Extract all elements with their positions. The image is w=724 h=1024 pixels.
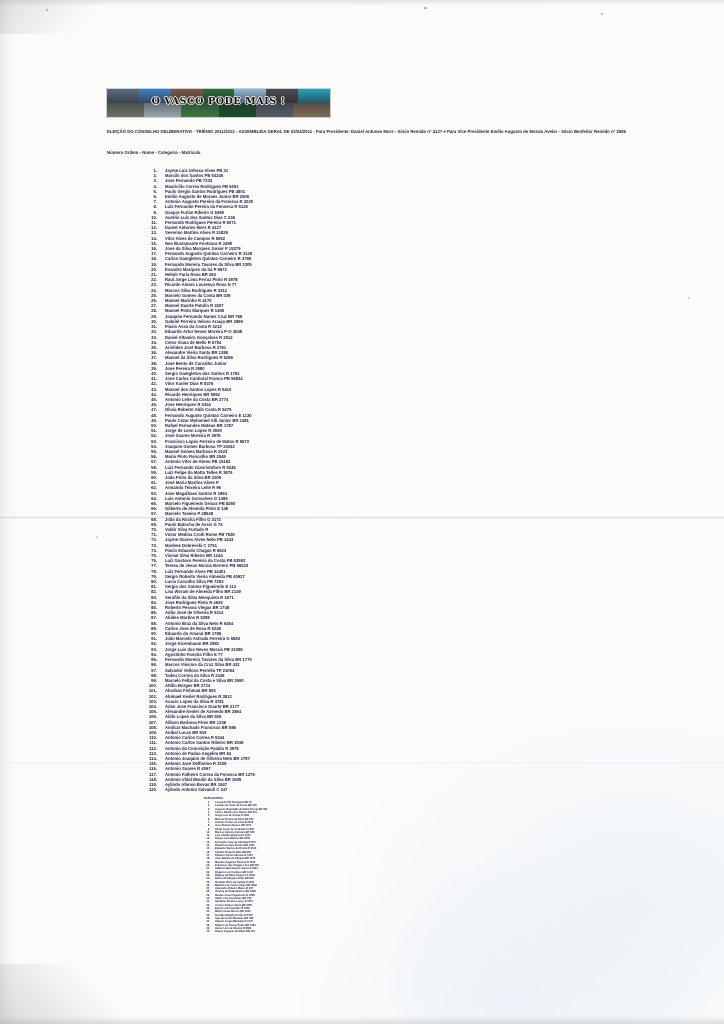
banner-slogan: O VASCO PODE MAIS ! [107, 96, 330, 108]
suplentes-heading: SUPLENTES: [204, 796, 224, 800]
main-list: 1.Jayme Luiz Urbosa Alves PB 312.Marcilo… [140, 168, 255, 792]
scan-crease-line [0, 762, 724, 764]
scan-speck [688, 297, 690, 299]
document-title: ELEIÇÃO DO CONSELHO DELIBERATIVO - TRIÊN… [107, 129, 667, 134]
scan-speck [46, 9, 48, 11]
scan-speck [96, 536, 98, 538]
list-item-number: 40. [203, 930, 210, 933]
suplentes-list: 1.Leonardo PB Peringuel BR 312.Leiedes d… [203, 801, 267, 934]
banner-collage: O VASCO PODE MAIS ! [107, 89, 330, 117]
list-item-text: Aylindo Antonio Salvaioli C 247 [165, 787, 228, 792]
list-item-number: 120. [140, 787, 157, 792]
list-legend: Número Ordem - Nome - Categoria - Matríc… [107, 150, 200, 155]
scanned-page: O VASCO PODE MAIS ! ELEIÇÃO DO CONSELHO … [0, 0, 724, 1024]
scan-speck [601, 13, 603, 15]
list-item: 40. Otavio Augusto de Mello BR 451 [203, 930, 267, 933]
list-item: 120. Aylindo Antonio Salvaioli C 247 [140, 787, 255, 792]
scan-corner-shading [0, 964, 150, 1024]
scan-crease-line [0, 516, 724, 519]
list-item-text: Otavio Augusto de Mello BR 451 [215, 930, 255, 933]
scan-corner-shading [0, 0, 120, 34]
scan-speck [424, 7, 427, 9]
scan-edge-shading [0, 1016, 724, 1024]
